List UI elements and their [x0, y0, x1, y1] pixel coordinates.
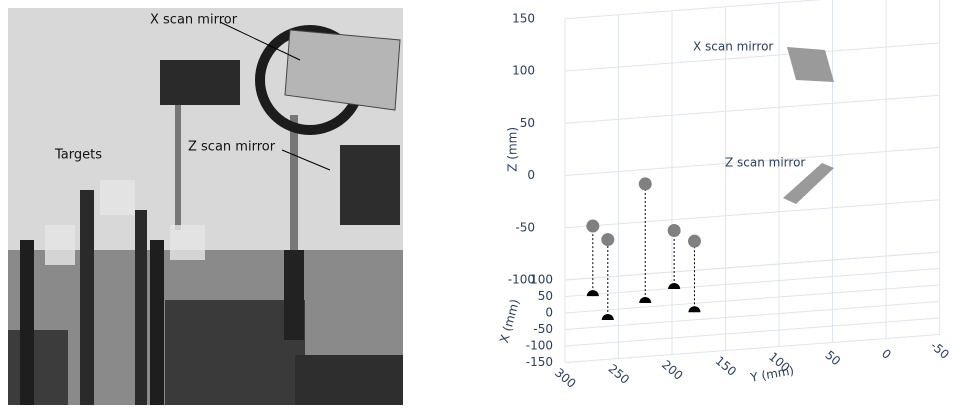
floor-marker — [688, 306, 700, 312]
x-tick-label: 100 — [530, 273, 553, 287]
photo-label: X scan mirror — [150, 13, 238, 28]
photo: X scan mirror Z scan mirror Targets — [8, 8, 403, 405]
target — [170, 225, 205, 260]
target — [100, 180, 135, 215]
point — [586, 220, 599, 233]
target — [45, 225, 75, 265]
grid-line — [565, 95, 940, 123]
annotation: Z scan mirror — [725, 156, 805, 170]
point — [601, 233, 614, 246]
x-tick-label: 0 — [545, 306, 553, 320]
floor-marker — [587, 290, 599, 296]
z-axis-title: Z (mm) — [506, 127, 520, 172]
x-tick-label: 50 — [538, 289, 553, 303]
grid-line — [565, 200, 940, 228]
grid-line — [565, 318, 940, 346]
point — [639, 177, 652, 190]
lens-mount — [160, 60, 240, 105]
point — [688, 235, 701, 248]
y-tick-label: 250 — [606, 361, 633, 386]
post — [80, 190, 94, 405]
y-tick-label: -50 — [928, 338, 952, 361]
floor-marker — [639, 297, 651, 303]
z-tick-label: 100 — [512, 64, 535, 78]
breadboard — [8, 330, 68, 405]
floor-marker — [602, 314, 614, 320]
x-tick-label: -100 — [526, 339, 553, 353]
z-tick-label: 50 — [520, 116, 535, 130]
y-tick-label: 0 — [879, 346, 894, 362]
z-tick-label: 0 — [527, 168, 535, 182]
z-tick-label: 150 — [512, 11, 535, 25]
x-tick-label: -50 — [533, 322, 553, 336]
annotation: X scan mirror — [693, 40, 773, 54]
post-holder — [284, 250, 304, 340]
post — [150, 240, 164, 405]
point — [668, 224, 681, 237]
y-axis-title: Y (mm) — [748, 363, 795, 385]
grid-line — [565, 285, 940, 313]
y-tick-label: 50 — [822, 348, 843, 369]
photo-label: Z scan mirror — [188, 140, 276, 155]
post — [175, 90, 181, 230]
grid-line — [565, 302, 940, 330]
grid-line — [565, 252, 940, 280]
x-tick-label: -150 — [526, 355, 553, 369]
photo-label: Targets — [54, 148, 102, 163]
figure: X scan mirror Z scan mirror Targets X sc… — [0, 0, 954, 407]
grid-line — [565, 0, 940, 19]
z-tick-label: -50 — [515, 220, 535, 234]
post — [135, 210, 147, 405]
z-mirror-mount — [340, 145, 400, 225]
y-tick-label: 200 — [659, 357, 686, 382]
floor-marker — [668, 283, 680, 289]
y-tick-label: 300 — [552, 365, 579, 390]
grid-line — [565, 269, 940, 297]
x-axis-title: X (mm) — [497, 298, 522, 345]
plot-3d: X scan mirror Z scan mirror -100 -50 0 50 10… — [497, 0, 952, 391]
x-mirror-model — [787, 47, 834, 82]
y-tick-label: 150 — [713, 353, 740, 378]
breadboard — [295, 355, 403, 405]
post — [20, 240, 34, 405]
